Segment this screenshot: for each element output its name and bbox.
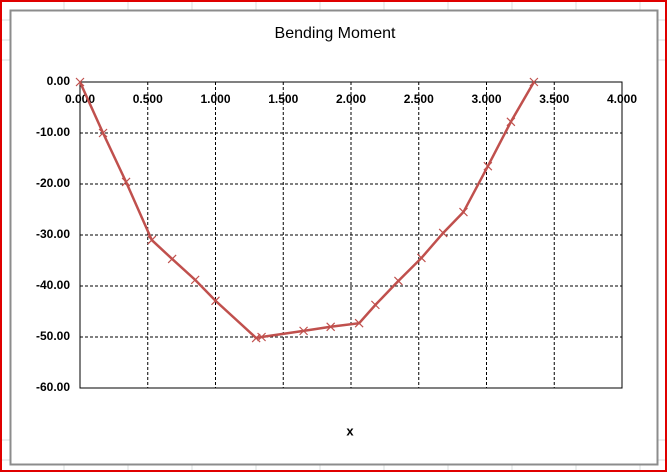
x-tick-label: 1.500 xyxy=(268,92,298,106)
y-tick-label: -60.00 xyxy=(36,380,70,394)
marker xyxy=(147,235,157,245)
marker xyxy=(167,254,177,264)
marker xyxy=(257,332,266,342)
x-tick-label: 2.000 xyxy=(336,92,366,106)
marker xyxy=(211,296,220,306)
marker xyxy=(299,326,308,336)
y-tick-label: -10.00 xyxy=(36,125,70,139)
x-tick-label: 1.000 xyxy=(200,92,230,106)
y-tick-label: -50.00 xyxy=(36,329,70,343)
marker xyxy=(251,333,261,343)
marker xyxy=(438,228,448,238)
x-tick-label: 3.000 xyxy=(471,92,501,106)
marker xyxy=(75,77,85,87)
marker xyxy=(529,77,539,87)
marker xyxy=(121,177,131,187)
y-tick-label: 0.00 xyxy=(47,74,71,88)
x-tick-label: 0.500 xyxy=(133,92,163,106)
x-tick-label: 2.500 xyxy=(404,92,434,106)
marker xyxy=(370,300,380,310)
y-tick-label: -20.00 xyxy=(36,176,70,190)
marker xyxy=(417,253,426,263)
marker xyxy=(98,128,108,138)
marker xyxy=(459,207,468,217)
marker xyxy=(394,276,403,286)
x-axis-label: x xyxy=(346,423,354,438)
marker xyxy=(354,318,364,328)
marker xyxy=(506,117,516,127)
y-tick-label: -30.00 xyxy=(36,227,70,241)
x-tick-label: 4.000 xyxy=(607,92,637,106)
marker xyxy=(190,275,200,285)
marker xyxy=(483,161,493,171)
chart-title: Bending Moment xyxy=(275,25,397,42)
x-tick-label: 0.000 xyxy=(65,92,95,106)
marker xyxy=(326,322,336,332)
x-tick-label: 3.500 xyxy=(539,92,569,106)
y-tick-label: -40.00 xyxy=(36,278,70,292)
